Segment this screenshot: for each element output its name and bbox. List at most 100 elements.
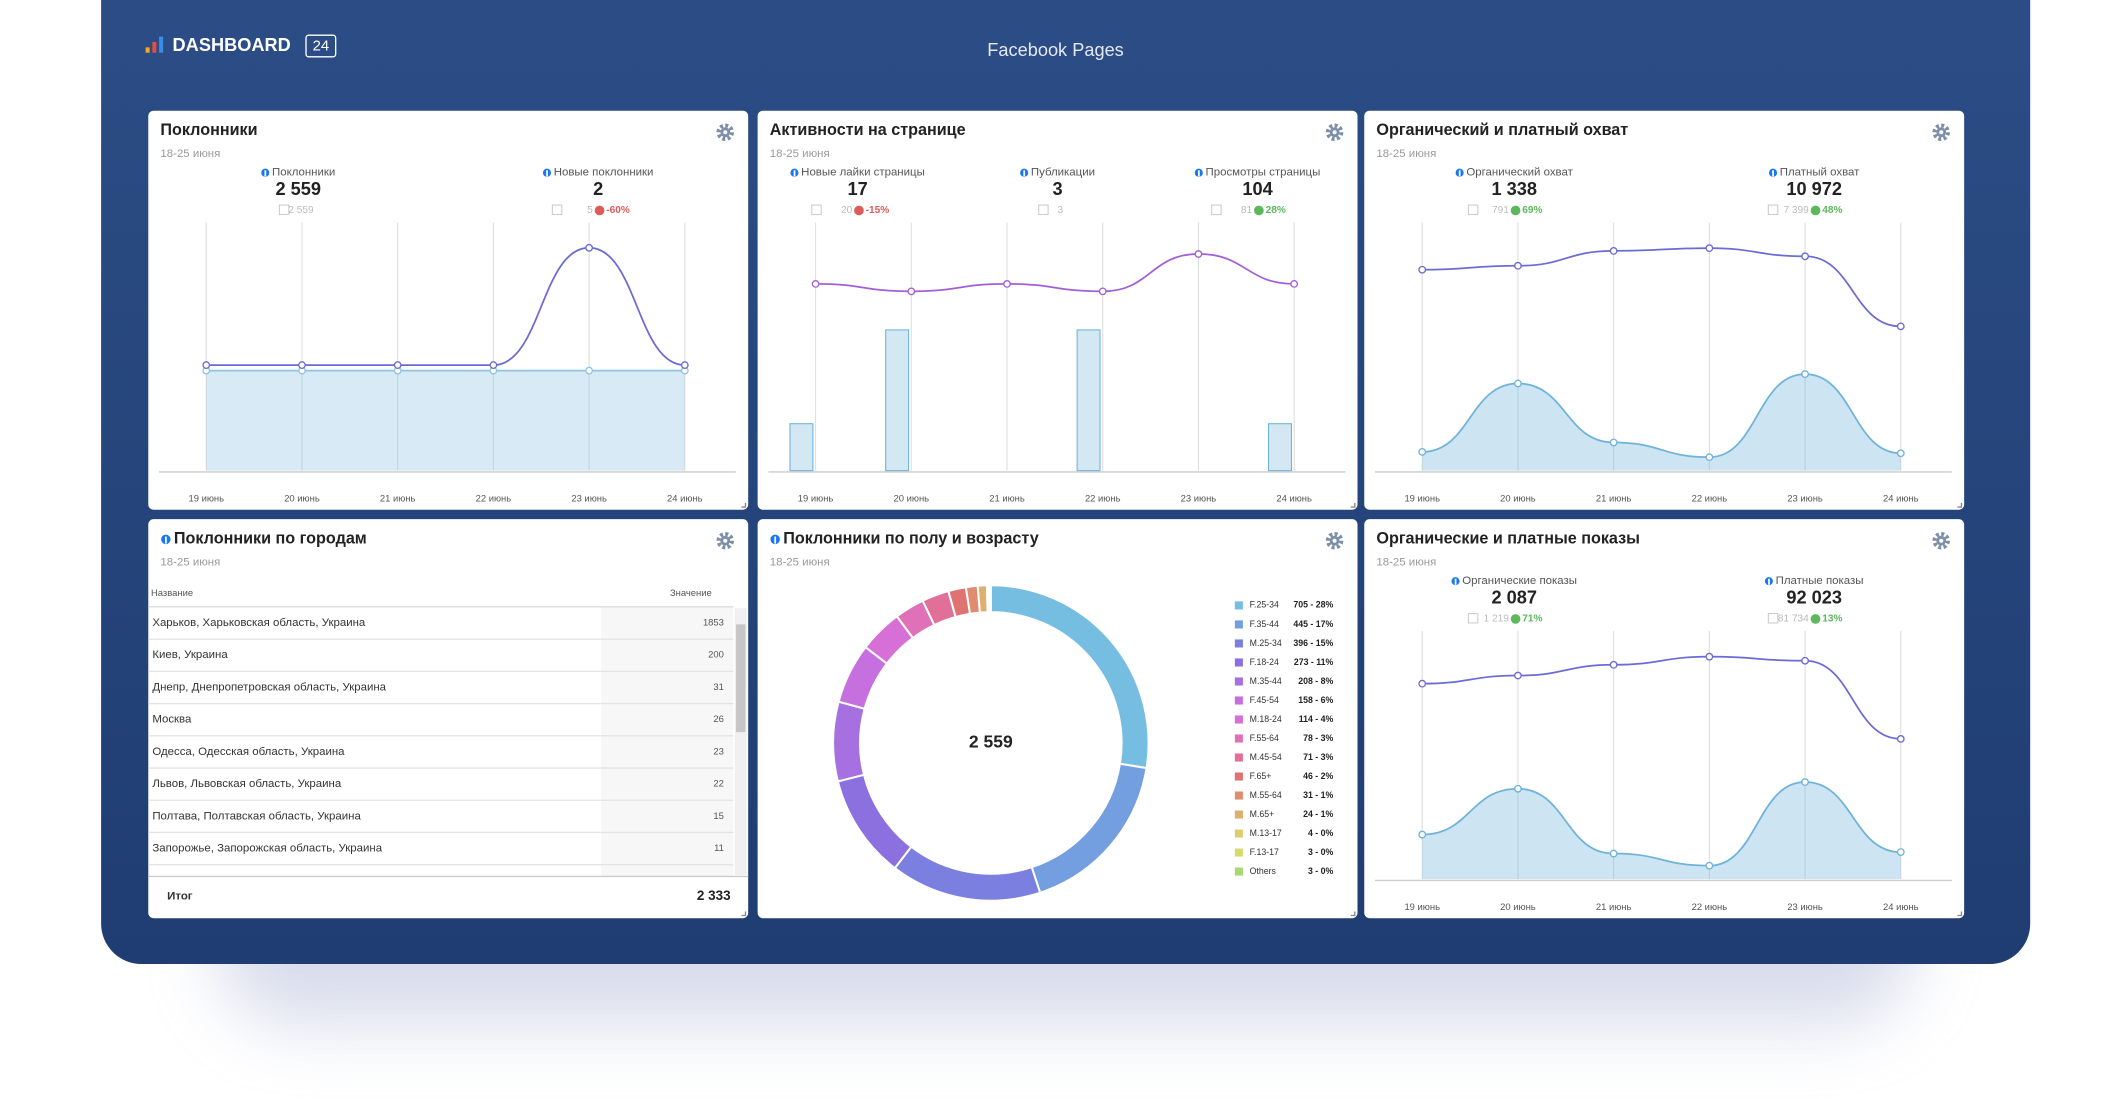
facebook-icon-f	[1023, 170, 1026, 177]
legend-value: 3 - 0%	[1308, 847, 1334, 857]
legend-label: M.13-17	[1250, 828, 1282, 838]
line	[1422, 655, 1901, 740]
kpi-value: 17	[847, 179, 867, 199]
point	[1705, 453, 1714, 462]
change-icon	[1510, 614, 1521, 624]
x-tick-label: 19 июнь	[1404, 492, 1440, 503]
area	[1422, 374, 1901, 471]
change-icon	[1810, 614, 1821, 624]
calendar-icon	[1038, 204, 1049, 216]
kpi-value: 2 559	[276, 179, 322, 199]
legend-swatch	[1234, 639, 1243, 648]
kpi-value: 3	[1053, 179, 1063, 199]
area-line	[1422, 373, 1901, 459]
table-cell: Полтава, Полтавская область, Украина	[152, 810, 361, 822]
legend-value: 4 - 0%	[1308, 828, 1334, 838]
donut-segment	[832, 700, 866, 783]
calendar-icon	[1467, 204, 1479, 216]
x-tick-label: 20 июнь	[894, 492, 930, 503]
legend-label: F.25-34	[1250, 600, 1279, 610]
kpi-value: 2	[593, 179, 603, 199]
point	[1609, 849, 1618, 858]
area	[206, 370, 685, 471]
calendar-icon	[1767, 612, 1779, 624]
facebook-icon-f	[1768, 578, 1770, 585]
resize-handle	[741, 911, 747, 917]
logo-badge-box	[305, 34, 337, 58]
kpi-previous: 791	[1492, 205, 1509, 216]
legend-swatch	[1234, 677, 1243, 686]
bar	[1268, 423, 1292, 472]
settings-gear-hole	[723, 130, 728, 135]
kpi-change: 28%	[1266, 205, 1286, 216]
settings-gear[interactable]	[716, 531, 735, 550]
settings-gear[interactable]	[1932, 531, 1950, 550]
settings-gear[interactable]	[1325, 531, 1344, 550]
legend-label: M.25-34	[1250, 638, 1282, 648]
table-cell: 200	[708, 649, 724, 660]
legend-swatch	[1234, 867, 1243, 876]
widget-title: Поклонники по городам	[174, 530, 367, 548]
table-cell: Львов, Львовская область, Украина	[152, 778, 342, 790]
table-cell: Запорожье, Запорожская область, Украина	[152, 843, 382, 855]
x-tick-label: 20 июнь	[1500, 492, 1536, 503]
calendar-icon	[1467, 612, 1479, 624]
settings-gear[interactable]	[716, 123, 735, 142]
widget-subtitle: 18-25 июня	[1376, 556, 1436, 568]
kpi-label: Просмотры страницы	[1206, 167, 1321, 179]
point	[1194, 250, 1203, 258]
change-icon	[594, 205, 605, 216]
calendar-icon	[278, 204, 290, 216]
x-tick-label: 22 июнь	[1692, 901, 1728, 912]
logo-bar	[159, 36, 164, 53]
calendar-icon	[551, 204, 563, 216]
legend-value: 71 - 3%	[1303, 752, 1333, 762]
legend-swatch	[1234, 791, 1243, 800]
resize-handle	[1350, 911, 1356, 917]
point	[1418, 265, 1427, 274]
x-tick-label: 19 июнь	[1404, 901, 1440, 912]
legend-swatch	[1234, 601, 1243, 610]
legend-swatch	[1234, 753, 1243, 762]
total-label: Итог	[167, 891, 193, 903]
point	[1290, 279, 1299, 288]
donut-center-label: 2 559	[969, 732, 1013, 752]
scrollbar-thumb[interactable]	[736, 624, 746, 733]
point	[1609, 660, 1618, 669]
page-title: Facebook Pages	[987, 40, 1124, 60]
kpi-change: -60%	[606, 205, 630, 216]
kpi-value: 1 338	[1491, 179, 1537, 199]
point	[585, 366, 594, 375]
settings-gear[interactable]	[1932, 123, 1950, 142]
point	[1705, 244, 1714, 253]
widget-title: Поклонники по полу и возрасту	[783, 530, 1038, 548]
point	[1098, 287, 1107, 296]
card-background	[757, 110, 1358, 510]
point	[489, 361, 498, 369]
point	[1609, 438, 1618, 447]
table-cell: 11	[714, 842, 724, 853]
point	[298, 361, 306, 369]
kpi-label: Новые поклонники	[554, 167, 654, 179]
legend-value: 705 - 28%	[1293, 600, 1333, 610]
table-header: Значение	[670, 587, 712, 598]
legend-label: M.65+	[1250, 809, 1275, 819]
facebook-icon-f	[774, 536, 777, 544]
x-tick-label: 22 июнь	[1085, 492, 1121, 503]
legend-label: F.45-54	[1250, 695, 1279, 705]
legend-value: 46 - 2%	[1303, 771, 1333, 781]
widget-title: Органические и платные показы	[1376, 530, 1640, 548]
point	[907, 287, 916, 296]
point	[202, 361, 211, 369]
legend-value: 78 - 3%	[1303, 733, 1333, 743]
kpi-change: 71%	[1522, 614, 1542, 625]
facebook-icon-f	[1454, 578, 1457, 585]
settings-gear[interactable]	[1325, 123, 1344, 142]
point	[1801, 656, 1809, 665]
facebook-icon-f	[793, 170, 796, 177]
x-tick-label: 23 июнь	[571, 492, 607, 503]
point	[393, 361, 402, 369]
x-tick-label: 22 июнь	[476, 492, 512, 503]
